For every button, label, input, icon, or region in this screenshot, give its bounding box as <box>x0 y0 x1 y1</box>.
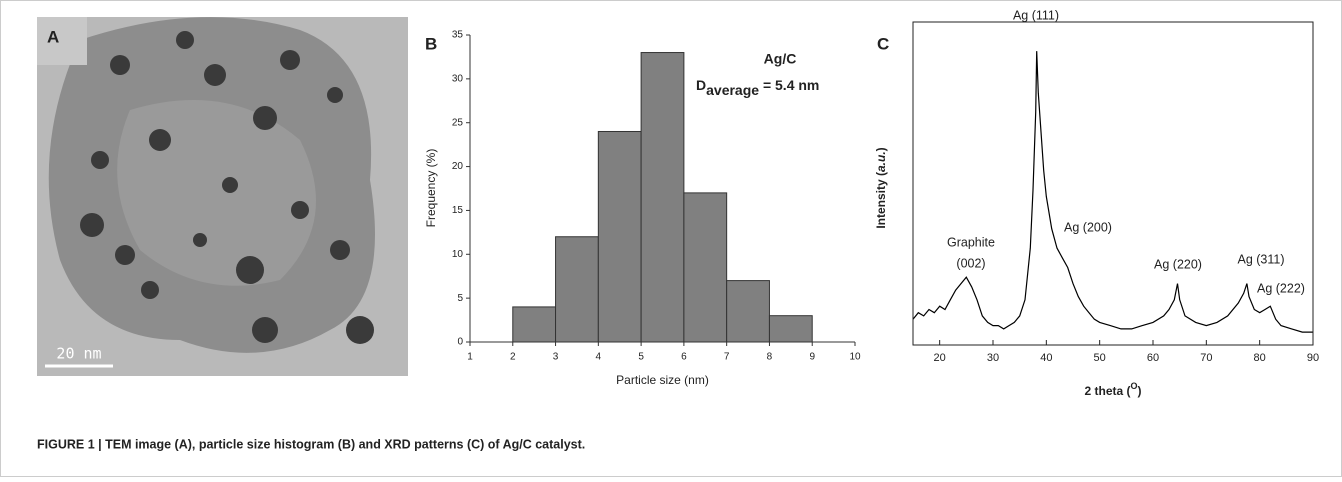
subscript: average <box>706 82 759 98</box>
panel-label: C <box>877 34 889 53</box>
xrd-line <box>912 51 1313 333</box>
bar <box>597 130 642 343</box>
peak-label: Ag (111) <box>1013 8 1059 22</box>
label-text: Intensity ( <box>874 172 888 229</box>
x-tick-label: 40 <box>1040 352 1052 364</box>
peak-label: Ag (311) <box>1237 252 1284 266</box>
x-tick-label: 2 <box>510 352 516 363</box>
caption: FIGURE 1 | TEM image (A), particle size … <box>37 437 585 451</box>
x-tick-label: 9 <box>809 352 815 363</box>
x-tick-label: 10 <box>849 352 861 363</box>
peak-label: Ag (220) <box>1154 257 1202 271</box>
x-tick-label: 90 <box>1307 352 1319 364</box>
x-axis-label: Particle size (nm) <box>616 373 709 387</box>
value: = 5.4 nm <box>759 77 819 93</box>
peak-label: (002) <box>956 256 985 270</box>
bar <box>683 192 728 343</box>
x-tick-label: 3 <box>553 352 559 363</box>
x-tick-label: 20 <box>934 352 946 364</box>
peak-label: Ag (222) <box>1257 281 1305 295</box>
y-tick-label: 25 <box>452 117 464 128</box>
x-tick-label: 4 <box>596 352 602 363</box>
y-tick-label: 20 <box>452 161 464 172</box>
y-tick-label: 5 <box>457 293 463 304</box>
y-tick-label: 0 <box>457 337 463 348</box>
x-tick-label: 70 <box>1200 352 1212 364</box>
x-tick-label: 30 <box>987 352 999 364</box>
peak-label: Graphite <box>947 235 995 249</box>
x-tick-label: 8 <box>767 352 773 363</box>
x-tick-label: 50 <box>1094 352 1106 364</box>
x-tick-label: 5 <box>638 352 644 363</box>
x-tick-label: 1 <box>467 352 473 363</box>
bar <box>640 52 685 343</box>
bar <box>555 236 599 343</box>
bar <box>726 280 770 343</box>
x-axis-label: 2 theta (O) <box>1084 381 1141 398</box>
y-tick-label: 15 <box>452 205 464 216</box>
x-tick-label: 80 <box>1254 352 1266 364</box>
x-tick-label: 6 <box>681 352 687 363</box>
tem-image <box>37 17 408 376</box>
average-size: Daverage = 5.4 nm <box>696 77 819 98</box>
symbol: D <box>696 77 706 93</box>
panel-label: A <box>47 27 59 46</box>
bar <box>768 315 813 343</box>
x-tick-label: 60 <box>1147 352 1159 364</box>
label-italic: a.u. <box>874 151 888 172</box>
panel-label: B <box>425 34 437 53</box>
label-end: ) <box>1138 384 1142 398</box>
plot-frame <box>912 21 1314 346</box>
bar <box>512 306 557 343</box>
y-tick-label: 10 <box>452 249 464 260</box>
peak-label: Ag (200) <box>1064 220 1112 234</box>
label-end: ) <box>874 147 888 151</box>
y-axis-label: Intensity (a.u.) <box>874 147 888 228</box>
annotation: Ag/C <box>764 51 797 67</box>
superscript: O <box>1131 381 1138 391</box>
x-tick-label: 7 <box>724 352 730 363</box>
label-text: 2 theta ( <box>1084 384 1130 398</box>
y-tick-label: 35 <box>452 30 464 41</box>
y-axis-label: Frequency (%) <box>424 149 438 228</box>
scale-bar-label: 20 nm <box>56 345 101 363</box>
y-tick-label: 30 <box>452 73 464 84</box>
